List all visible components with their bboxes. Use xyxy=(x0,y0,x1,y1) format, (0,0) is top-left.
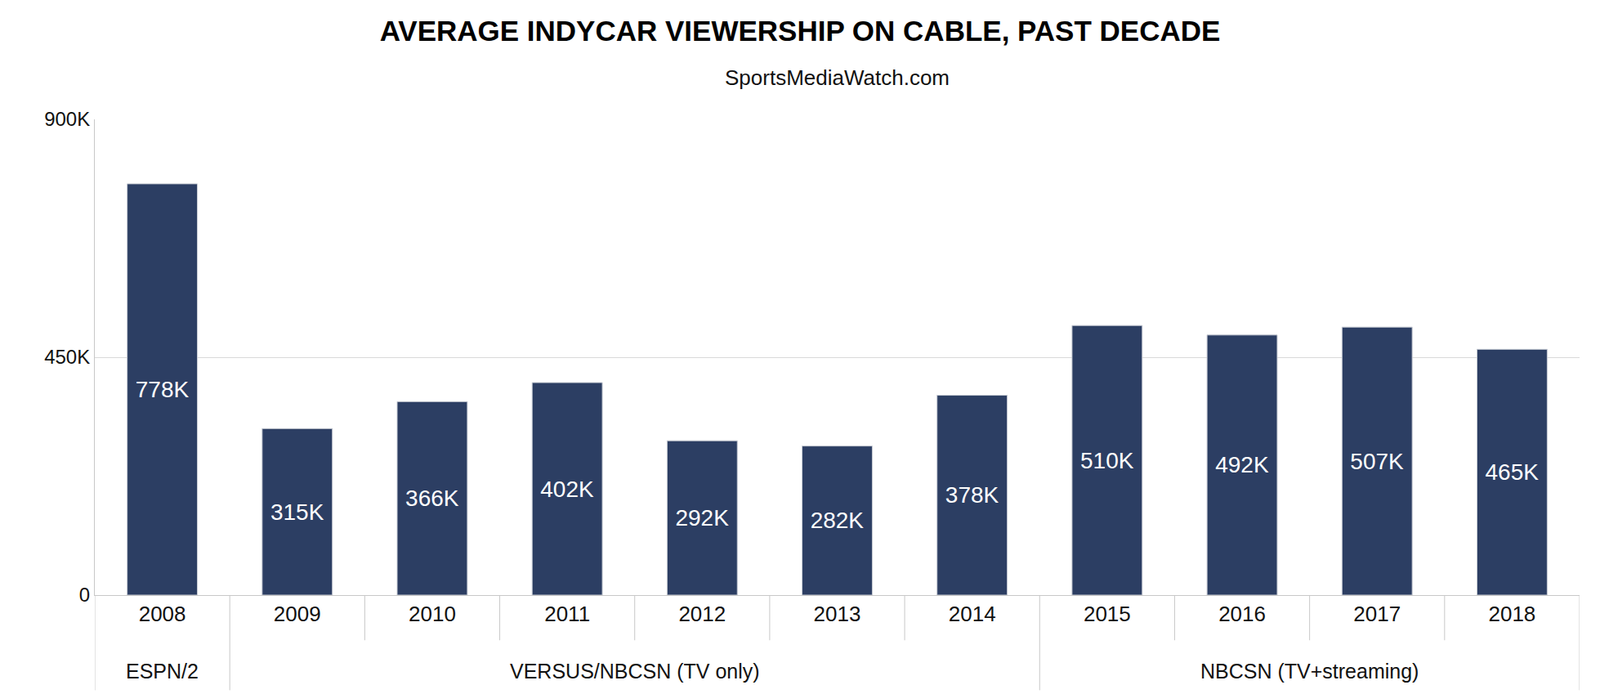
svg-text:2012: 2012 xyxy=(678,601,726,626)
svg-text:AVERAGE INDYCAR VIEWERSHIP ON: AVERAGE INDYCAR VIEWERSHIP ON CABLE, PAS… xyxy=(379,14,1221,47)
svg-text:2014: 2014 xyxy=(948,601,997,626)
svg-text:2017: 2017 xyxy=(1353,601,1401,626)
svg-text:492K: 492K xyxy=(1215,451,1270,478)
svg-text:NBCSN (TV+streaming): NBCSN (TV+streaming) xyxy=(1200,659,1419,683)
svg-text:SportsMediaWatch.com: SportsMediaWatch.com xyxy=(724,65,950,90)
svg-text:2018: 2018 xyxy=(1488,601,1536,626)
svg-text:0: 0 xyxy=(79,583,90,606)
svg-text:366K: 366K xyxy=(405,485,460,511)
svg-text:2008: 2008 xyxy=(138,601,187,626)
svg-text:2016: 2016 xyxy=(1218,601,1266,626)
svg-text:378K: 378K xyxy=(945,482,1000,508)
svg-text:2015: 2015 xyxy=(1083,601,1131,626)
svg-text:2013: 2013 xyxy=(813,601,862,626)
svg-text:465K: 465K xyxy=(1485,459,1540,485)
svg-text:900K: 900K xyxy=(44,107,90,130)
svg-text:778K: 778K xyxy=(135,376,190,403)
svg-text:402K: 402K xyxy=(540,476,595,502)
svg-text:2009: 2009 xyxy=(273,601,322,626)
svg-text:282K: 282K xyxy=(810,507,865,533)
svg-text:507K: 507K xyxy=(1349,448,1404,474)
svg-text:2010: 2010 xyxy=(408,601,456,626)
svg-text:ESPN/2: ESPN/2 xyxy=(125,659,199,683)
svg-text:315K: 315K xyxy=(270,499,325,525)
svg-text:450K: 450K xyxy=(44,345,90,368)
svg-text:292K: 292K xyxy=(674,505,729,531)
svg-text:510K: 510K xyxy=(1080,447,1135,474)
svg-text:2011: 2011 xyxy=(544,601,590,626)
svg-text:VERSUS/NBCSN (TV only): VERSUS/NBCSN (TV only) xyxy=(509,659,760,683)
